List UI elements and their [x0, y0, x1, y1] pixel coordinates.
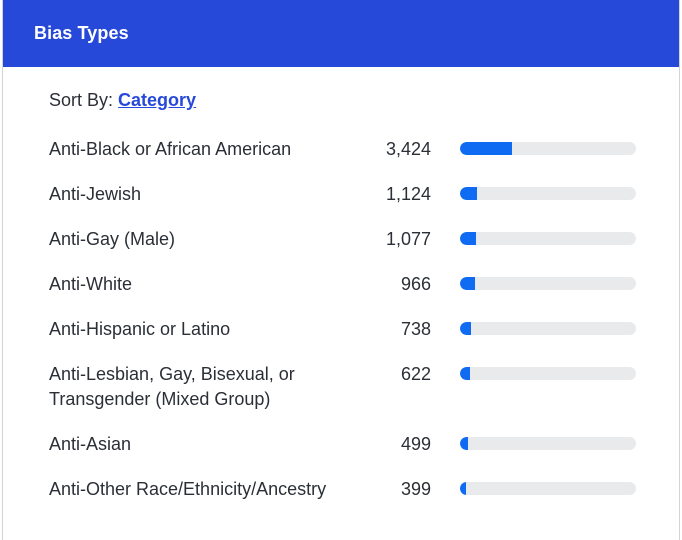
- bias-type-count: 966: [400, 274, 431, 294]
- bias-type-label: Anti-Black or African American: [49, 139, 292, 159]
- card-title: Bias Types: [34, 23, 129, 43]
- bias-type-count: 499: [400, 434, 431, 454]
- bias-type-bar-fill: [460, 187, 478, 200]
- bias-type-count: 1,077: [385, 229, 431, 249]
- bias-type-label: Anti-Jewish: [49, 184, 142, 204]
- sort-label: Sort By:: [49, 90, 114, 110]
- bias-type-bar-track: [460, 482, 636, 495]
- bias-type-bar-track: [460, 277, 636, 290]
- bias-type-count: 1,124: [385, 184, 431, 204]
- card-header: Bias Types: [3, 0, 679, 67]
- bias-type-bar-fill: [460, 482, 467, 495]
- bias-type-bar-track: [460, 187, 636, 200]
- bias-type-bar-fill: [460, 277, 475, 290]
- bias-type-label: Anti-White: [49, 274, 133, 294]
- bias-type-bar-fill: [460, 322, 472, 335]
- bias-type-label: Anti-Asian: [49, 434, 132, 454]
- bias-type-label: Anti-Hispanic or Latino: [49, 319, 231, 339]
- bias-type-bar-track: [460, 142, 636, 155]
- bias-type-bar-fill: [460, 437, 468, 450]
- bias-type-label: Anti-Lesbian, Gay, Bisexual, or Transgen…: [49, 364, 295, 409]
- bias-type-bar-track: [460, 232, 636, 245]
- bias-type-label: Anti-Gay (Male): [49, 229, 176, 249]
- bias-type-count: 622: [400, 364, 431, 384]
- bias-type-count: 3,424: [385, 139, 431, 159]
- bias-type-bar-fill: [460, 142, 513, 155]
- bias-type-count: 738: [400, 319, 431, 339]
- bias-type-bar-fill: [460, 232, 477, 245]
- sort-control: Sort By: Category: [49, 90, 196, 111]
- bias-type-bar-track: [460, 322, 636, 335]
- bias-type-bar-track: [460, 367, 636, 380]
- bias-type-bar-fill: [460, 367, 470, 380]
- bias-type-bar-track: [460, 437, 636, 450]
- bias-type-label: Anti-Other Race/Ethnicity/Ancestry: [49, 479, 327, 499]
- bias-type-count: 399: [400, 479, 431, 499]
- sort-category-link[interactable]: Category: [118, 90, 197, 110]
